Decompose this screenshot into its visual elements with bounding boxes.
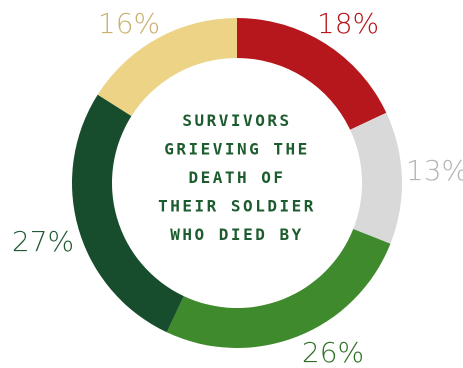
chart-title: SURVIVORS GRIEVING THE DEATH OF THEIR SOLDI… [158, 111, 316, 244]
donut-slice-27 [72, 94, 184, 333]
slice-label-13: 13% [406, 154, 463, 187]
slice-label-27: 27% [12, 225, 74, 258]
chart-title-line: THEIR SOLDIER [158, 197, 316, 216]
donut-slice-26 [166, 229, 391, 348]
donut-slice-18 [237, 18, 387, 130]
chart-title-line: SURVIVORS [182, 111, 291, 130]
chart-title-line: GRIEVING THE [164, 140, 310, 159]
slice-label-18: 18% [317, 7, 379, 40]
slice-label-26: 26% [302, 336, 364, 368]
chart-title-line: WHO DIED BY [170, 225, 303, 244]
donut-slices [72, 18, 402, 348]
slice-label-16: 16% [98, 7, 160, 40]
chart-title-line: DEATH OF [188, 168, 285, 187]
donut-slice-16 [97, 18, 238, 117]
donut-slice-13 [350, 112, 402, 244]
slice-labels: 18% 13% 26% 27% 16% [12, 7, 463, 368]
